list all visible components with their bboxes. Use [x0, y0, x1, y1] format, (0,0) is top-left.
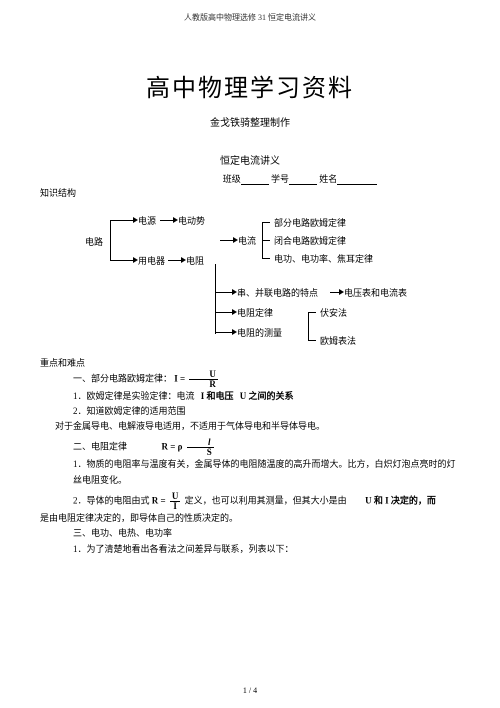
formula-3-lhs: R =	[152, 496, 166, 506]
bracket	[110, 220, 111, 260]
b4b	[308, 340, 316, 341]
b4t	[308, 312, 316, 313]
node-voltammetry: 伏安法	[320, 307, 347, 320]
page-header: 人教版高中物理选修 31 恒定电流讲义	[0, 0, 500, 23]
page-number: 1 / 4	[0, 685, 500, 696]
b2b	[262, 258, 270, 259]
b3c	[215, 332, 223, 333]
p6: 1．物质的电阻率与温度有关，金属导体的电阻随温度的高升而增大。比方，白炽灯泡点亮…	[73, 459, 456, 484]
p7b: 定义，也可以利用其测量，但其大小是由	[185, 496, 347, 506]
arrow	[330, 292, 340, 293]
f1-den: R	[189, 380, 218, 389]
arrow	[223, 292, 233, 293]
arrow	[160, 220, 174, 221]
p7c: U 和 I 决定的，而	[365, 496, 436, 506]
class-blank	[241, 174, 269, 185]
bracket4	[308, 312, 309, 340]
p2-I: I 和电压	[201, 391, 234, 401]
node-ohmmeter: 欧姆表法	[320, 335, 356, 348]
b3a	[215, 292, 223, 293]
form-line: 班级 学号 姓名	[100, 173, 500, 186]
knowledge-diagram: 电路 电源 电动势 用电器 电阻 电流 部分电路欧姆定律 闭合电路欧姆定律 电功…	[0, 204, 500, 349]
p9: 三、电功、电热、电功率	[55, 526, 460, 541]
p8: 是由电阻定律决定的，即导体自己的性质决定的。	[40, 511, 460, 526]
bracket3-v	[215, 264, 216, 334]
node-measure-r: 电阻的测量	[237, 327, 282, 340]
body-text: 一、部分电路欧姆定律： I = U R 1．欧姆定律是实验定律：电流 I 和电压…	[55, 370, 460, 557]
formula-1-lhs: I =	[174, 373, 185, 383]
formula-2-frac: l S	[187, 438, 214, 457]
id-blank	[289, 174, 317, 185]
formula-2-lhs: R = ρ	[162, 442, 183, 452]
subtitle: 金戈铁骑整理制作	[0, 117, 500, 131]
p4: 对于金属导电、电解液导电适用，不适用于气体导电和半导体导电。	[55, 419, 460, 434]
p5: 二、电阻定律	[73, 442, 127, 452]
class-label: 班级	[223, 174, 241, 184]
bracket-top	[110, 220, 120, 221]
arrow	[120, 260, 134, 261]
arrow	[223, 332, 233, 333]
node-root: 电路	[85, 236, 103, 249]
node-work-power: 电功、电功率、焦耳定律	[274, 253, 373, 266]
node-resistance-law: 电阻定律	[237, 307, 273, 320]
arrow	[223, 312, 233, 313]
p7a: 2．导体的电阻由式	[73, 496, 150, 506]
keypoints-label: 重点和难点	[40, 357, 500, 370]
p2: 1．欧姆定律是实验定律：电流	[73, 391, 195, 401]
name-label: 姓名	[319, 174, 337, 184]
b2t	[262, 222, 270, 223]
node-partial-ohm: 部分电路欧姆定律	[274, 217, 346, 230]
f3-den: I	[170, 502, 181, 511]
node-device: 用电器	[138, 255, 165, 268]
bracket-bot	[110, 260, 120, 261]
b2m	[262, 240, 270, 241]
node-current: 电流	[238, 235, 256, 248]
node-closed-ohm: 闭合电路欧姆定律	[274, 235, 346, 248]
structure-label: 知识结构	[40, 187, 500, 200]
arrow	[220, 240, 234, 241]
f2-den: S	[187, 448, 214, 457]
node-series-parallel: 串、并联电路的特点	[237, 287, 318, 300]
node-emf: 电动势	[178, 215, 205, 228]
node-source: 电源	[138, 215, 156, 228]
arrow	[168, 260, 182, 261]
arrow	[120, 220, 134, 221]
main-title: 高中物理学习资料	[0, 73, 500, 107]
p3: 2．知道欧姆定律的适用范围	[55, 404, 460, 419]
b3b	[215, 312, 223, 313]
p2-U: U 之间的关系	[240, 391, 294, 401]
formula-1-frac: U R	[189, 370, 218, 389]
node-resistance: 电阻	[186, 255, 204, 268]
id-label: 学号	[271, 174, 289, 184]
formula-3-frac: U I	[170, 492, 181, 511]
p10: 1．为了清楚地看出各看法之间差异与联系，列表以下：	[55, 542, 460, 557]
p1: 一、部分电路欧姆定律：	[73, 373, 172, 383]
name-blank	[337, 174, 377, 185]
node-meters: 电压表和电流表	[344, 287, 407, 300]
lecture-title: 恒定电流讲义	[0, 155, 500, 169]
